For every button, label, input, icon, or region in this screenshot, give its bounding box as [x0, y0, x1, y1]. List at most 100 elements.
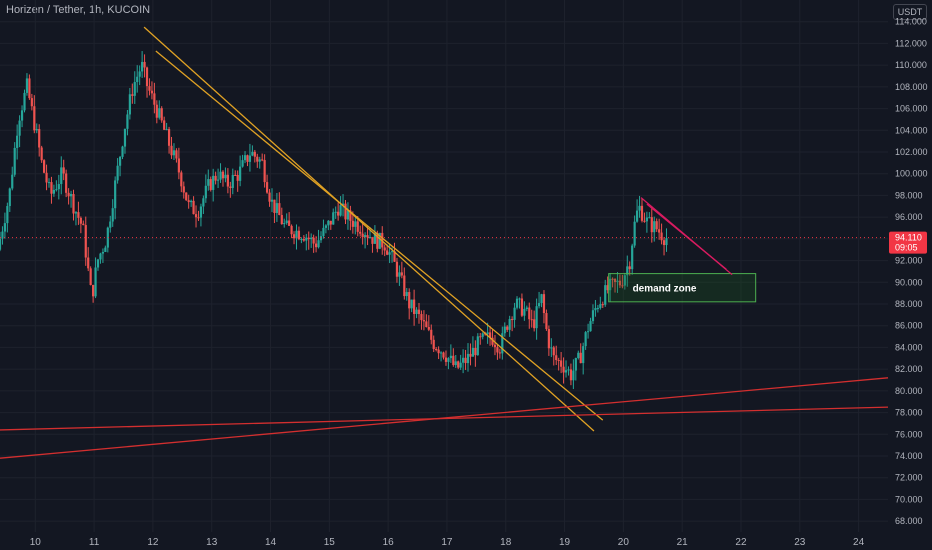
- candle-body: [170, 145, 173, 156]
- candle-body: [388, 252, 391, 255]
- candle-body: [109, 221, 112, 228]
- candle-body: [278, 203, 281, 216]
- candle-body: [99, 253, 102, 260]
- candle-body: [359, 231, 362, 234]
- candle-body: [550, 347, 553, 349]
- candle-body: [8, 188, 11, 207]
- trendline[interactable]: [155, 50, 604, 421]
- trendline[interactable]: [0, 406, 889, 431]
- candle-body: [498, 352, 501, 354]
- candle-body: [408, 292, 411, 309]
- candle-body: [395, 261, 399, 277]
- price-tick-label: 70.000: [895, 494, 923, 504]
- candle-body: [18, 120, 21, 136]
- candle-body: [226, 174, 229, 187]
- candle-body: [204, 185, 207, 199]
- candle-body: [57, 184, 60, 190]
- candle-body: [511, 319, 514, 321]
- candle-body: [618, 280, 622, 286]
- candle-body: [633, 221, 636, 246]
- candle-body: [506, 326, 509, 330]
- candle-body: [638, 205, 641, 211]
- candle-body: [20, 110, 24, 121]
- candle-body: [589, 321, 592, 332]
- candle-body: [145, 67, 149, 87]
- candle-body: [33, 106, 36, 131]
- candle-body: [52, 189, 56, 194]
- price-tick-label: 76.000: [895, 429, 923, 439]
- candle-body: [341, 203, 345, 206]
- candle-body: [158, 108, 161, 118]
- candle-body: [466, 353, 470, 364]
- candle-body: [194, 214, 198, 218]
- candle-body: [373, 232, 377, 244]
- candle-body: [346, 210, 350, 220]
- grid-lines: [0, 0, 888, 532]
- price-tick-label: 92.000: [895, 256, 923, 266]
- candle-body: [528, 307, 531, 320]
- candle-body: [187, 200, 190, 203]
- candle-body: [182, 186, 185, 193]
- price-tick-label: 106.000: [895, 104, 928, 114]
- candle-body: [23, 92, 26, 111]
- currency-label[interactable]: USDT: [893, 4, 927, 20]
- candle-body: [523, 308, 526, 316]
- candle-body: [376, 232, 379, 249]
- price-axis[interactable]: 68.000 70.000 72.000 74.000 76.000 78.000 80.0…: [895, 17, 928, 526]
- demand-zone-group[interactable]: demand zone: [608, 273, 757, 303]
- trendlines-group[interactable]: [0, 26, 889, 459]
- candle-body: [481, 333, 484, 337]
- candle-body: [221, 171, 225, 179]
- candle-body: [555, 355, 558, 361]
- candle-body: [265, 182, 269, 193]
- time-axis[interactable]: 10 11 12 13 14 15 16 17 18 19 20 21 22 23 24: [30, 537, 865, 548]
- candle-body: [133, 82, 136, 96]
- candle-body: [560, 360, 563, 367]
- candle-body: [111, 208, 114, 222]
- candle-body: [503, 326, 506, 334]
- candle-body: [496, 347, 499, 353]
- candle-body: [572, 370, 575, 381]
- candle-body: [557, 360, 560, 362]
- candle-body: [491, 337, 494, 345]
- candle-body: [425, 321, 428, 327]
- price-tick-label: 86.000: [895, 321, 923, 331]
- candle-body: [251, 151, 254, 156]
- candle-body: [275, 203, 278, 213]
- candle-body: [427, 326, 430, 330]
- candle-body: [314, 243, 318, 248]
- candle-body: [413, 299, 416, 315]
- candle-body: [564, 370, 568, 373]
- candle-body: [3, 223, 7, 232]
- trendline[interactable]: [143, 26, 595, 432]
- candle-body: [219, 171, 222, 180]
- candle-body: [405, 292, 408, 297]
- candle-body: [270, 199, 274, 202]
- candle-body: [435, 349, 438, 351]
- candle-body: [390, 251, 394, 253]
- candle-body: [1, 231, 4, 239]
- candle-body: [520, 298, 524, 316]
- candle-body: [462, 357, 465, 363]
- candle-body: [432, 339, 435, 350]
- candle-body: [334, 211, 337, 213]
- candle-body: [628, 266, 631, 270]
- candle-body: [569, 369, 573, 381]
- candle-body: [621, 285, 624, 287]
- candle-body: [74, 212, 78, 214]
- candle-body: [121, 146, 124, 157]
- candle-body: [234, 174, 237, 176]
- candle-body: [177, 158, 180, 173]
- trendline[interactable]: [646, 203, 727, 270]
- candle-body: [6, 206, 9, 224]
- demand-zone-box[interactable]: [608, 273, 757, 303]
- candle-body: [77, 212, 80, 218]
- candle-body: [126, 114, 129, 129]
- candle-body: [175, 150, 178, 159]
- candle-body: [28, 78, 31, 99]
- price-tick-label: 72.000: [895, 473, 923, 483]
- time-tick-label: 16: [383, 537, 395, 548]
